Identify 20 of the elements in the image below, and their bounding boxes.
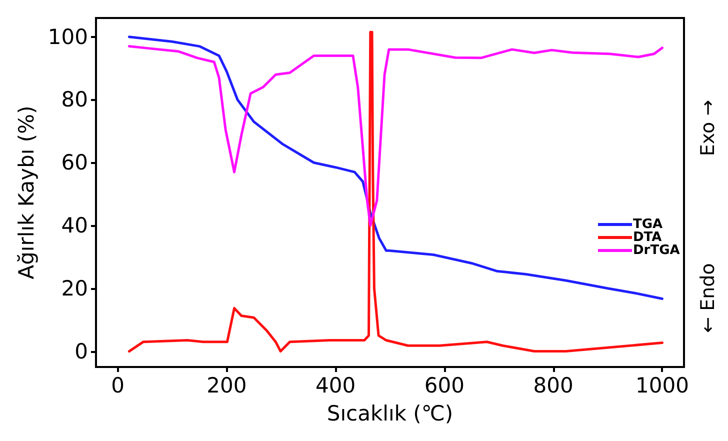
y-tick-label: 80 [61, 88, 88, 112]
y-tick-label: 60 [61, 150, 88, 175]
text: Exo → [697, 100, 719, 156]
y-tick-label: 100 [48, 24, 88, 49]
x-tick-label: 400 [316, 374, 356, 398]
legend-label: DTA [633, 230, 662, 245]
x-tick-label: 600 [424, 374, 464, 398]
x-tick-label: 200 [206, 374, 247, 398]
legend-label: DrTGA [633, 243, 680, 258]
y-tick-label: 0 [74, 339, 88, 364]
x-axis-title: Sıcaklık (℃) [326, 402, 454, 426]
y-tick-label: 20 [61, 276, 88, 300]
x-tick-label: 1000 [635, 374, 689, 398]
x-tick-label: 800 [533, 374, 574, 398]
text: ← Endo [697, 263, 719, 333]
x-tick-label: 0 [111, 374, 124, 398]
legend-label: TGA [633, 217, 663, 232]
y-tick-label: 40 [61, 214, 88, 238]
line-series [128, 45, 664, 227]
y-axis-title: Ağırlık Kaybı (%) [14, 106, 38, 280]
